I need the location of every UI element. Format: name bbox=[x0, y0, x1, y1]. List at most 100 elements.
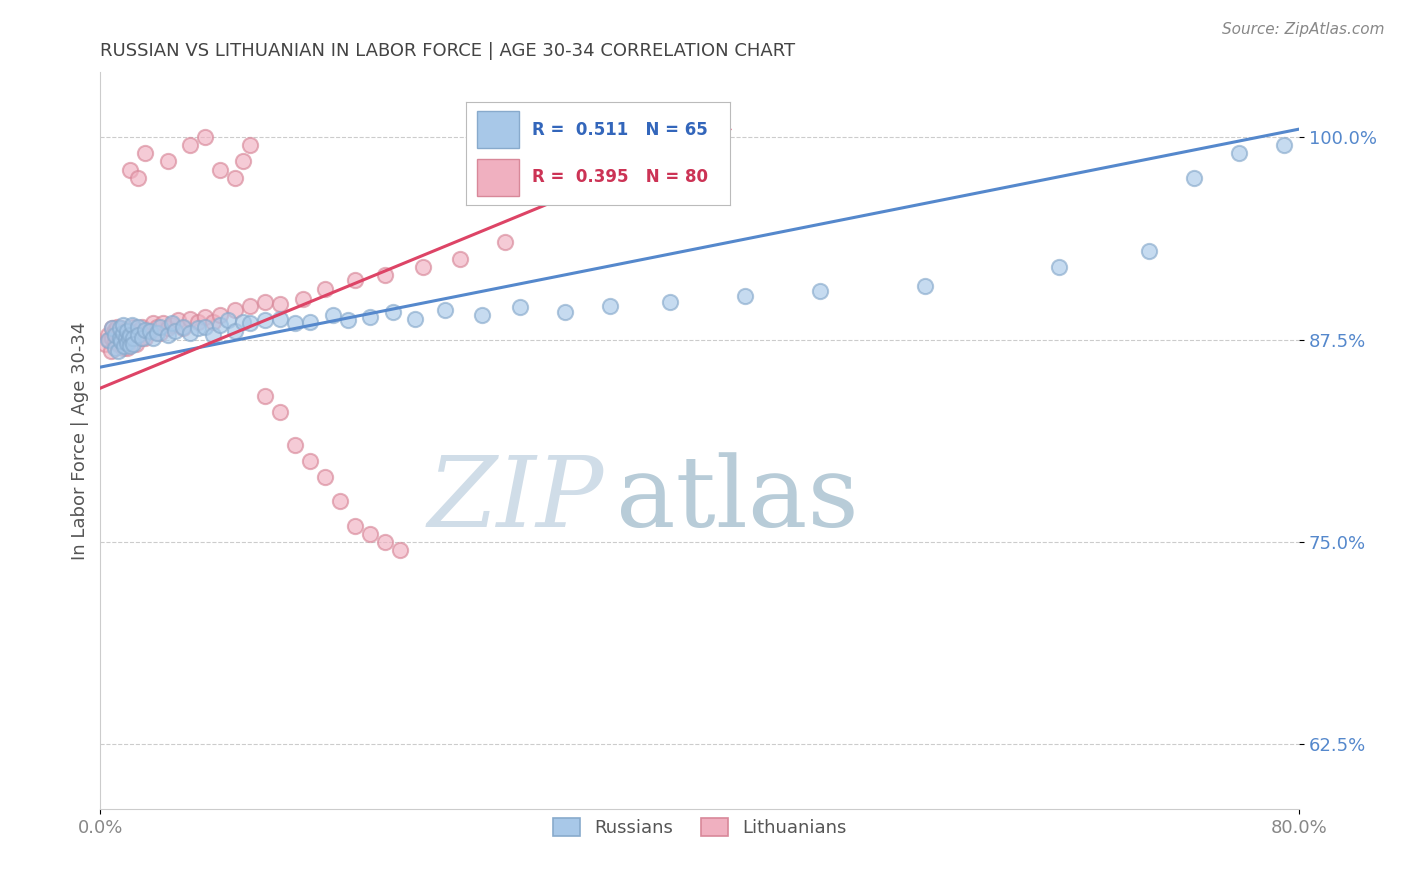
Point bbox=[344, 273, 367, 287]
Point bbox=[134, 146, 156, 161]
Point bbox=[127, 319, 149, 334]
Point bbox=[1182, 170, 1205, 185]
Point bbox=[381, 305, 404, 319]
Point bbox=[374, 268, 396, 282]
Point bbox=[389, 543, 412, 558]
Point bbox=[359, 310, 381, 324]
Point bbox=[105, 319, 128, 334]
Point bbox=[194, 130, 217, 145]
Point bbox=[107, 327, 129, 342]
Point bbox=[108, 333, 131, 347]
Point bbox=[127, 327, 149, 342]
Point bbox=[269, 297, 291, 311]
Point bbox=[127, 325, 149, 339]
Point bbox=[108, 321, 131, 335]
Point bbox=[120, 162, 142, 177]
Point bbox=[734, 289, 756, 303]
Y-axis label: In Labor Force | Age 30-34: In Labor Force | Age 30-34 bbox=[72, 322, 89, 560]
Point bbox=[136, 325, 159, 339]
Point bbox=[120, 325, 142, 339]
Point bbox=[146, 319, 169, 334]
Point bbox=[239, 299, 262, 313]
Point bbox=[658, 295, 681, 310]
Point bbox=[120, 333, 142, 347]
Point bbox=[104, 334, 127, 349]
Point bbox=[127, 170, 149, 185]
Point bbox=[112, 339, 135, 353]
Legend: Russians, Lithuanians: Russians, Lithuanians bbox=[546, 811, 853, 845]
Point bbox=[224, 325, 246, 339]
Point bbox=[117, 335, 139, 350]
Point bbox=[374, 535, 396, 549]
Point bbox=[146, 326, 169, 340]
Point bbox=[117, 331, 139, 345]
Point bbox=[117, 341, 139, 355]
Point bbox=[110, 321, 132, 335]
Point bbox=[105, 331, 128, 345]
Point bbox=[914, 279, 936, 293]
Point bbox=[269, 405, 291, 419]
Point bbox=[167, 313, 190, 327]
Point bbox=[104, 341, 127, 355]
Point bbox=[134, 331, 156, 345]
Point bbox=[322, 308, 344, 322]
Point bbox=[131, 331, 153, 345]
Point bbox=[232, 315, 254, 329]
Point bbox=[1137, 244, 1160, 258]
Point bbox=[284, 317, 307, 331]
Point bbox=[101, 321, 124, 335]
Point bbox=[179, 138, 201, 153]
Text: atlas: atlas bbox=[616, 452, 859, 548]
Point bbox=[156, 154, 179, 169]
Point bbox=[120, 327, 142, 342]
Point bbox=[120, 339, 142, 353]
Point bbox=[142, 317, 165, 331]
Point bbox=[1303, 130, 1326, 145]
Point bbox=[194, 319, 217, 334]
Point bbox=[149, 319, 172, 334]
Point bbox=[179, 311, 201, 326]
Point bbox=[449, 252, 471, 266]
Point bbox=[122, 337, 145, 351]
Point bbox=[471, 308, 494, 322]
Point bbox=[108, 326, 131, 340]
Point bbox=[100, 343, 122, 358]
Point bbox=[434, 303, 457, 318]
Point bbox=[509, 300, 531, 314]
Point bbox=[187, 315, 209, 329]
Point bbox=[412, 260, 434, 274]
Point bbox=[101, 321, 124, 335]
Point bbox=[129, 326, 152, 340]
Text: RUSSIAN VS LITHUANIAN IN LABOR FORCE | AGE 30-34 CORRELATION CHART: RUSSIAN VS LITHUANIAN IN LABOR FORCE | A… bbox=[100, 42, 796, 60]
Point bbox=[121, 327, 143, 342]
Point bbox=[494, 235, 516, 250]
Text: Source: ZipAtlas.com: Source: ZipAtlas.com bbox=[1222, 22, 1385, 37]
Point bbox=[299, 454, 322, 468]
Point bbox=[134, 323, 156, 337]
Point bbox=[156, 327, 179, 342]
Point bbox=[117, 325, 139, 339]
Point bbox=[1049, 260, 1071, 274]
Point bbox=[125, 337, 148, 351]
Point bbox=[111, 331, 134, 345]
Point bbox=[359, 527, 381, 541]
Point bbox=[139, 325, 162, 339]
Point bbox=[114, 323, 136, 337]
Point bbox=[299, 315, 322, 329]
Point bbox=[344, 518, 367, 533]
Point bbox=[269, 311, 291, 326]
Point bbox=[121, 318, 143, 332]
Point bbox=[124, 331, 146, 345]
Point bbox=[1272, 138, 1295, 153]
Point bbox=[162, 317, 184, 331]
Point bbox=[104, 323, 127, 337]
Point bbox=[108, 331, 131, 345]
Point bbox=[239, 317, 262, 331]
Point bbox=[112, 334, 135, 349]
Point bbox=[111, 341, 134, 355]
Point bbox=[232, 154, 254, 169]
Text: ZIP: ZIP bbox=[427, 452, 603, 548]
Point bbox=[131, 319, 153, 334]
Point bbox=[114, 331, 136, 345]
Point bbox=[122, 331, 145, 345]
